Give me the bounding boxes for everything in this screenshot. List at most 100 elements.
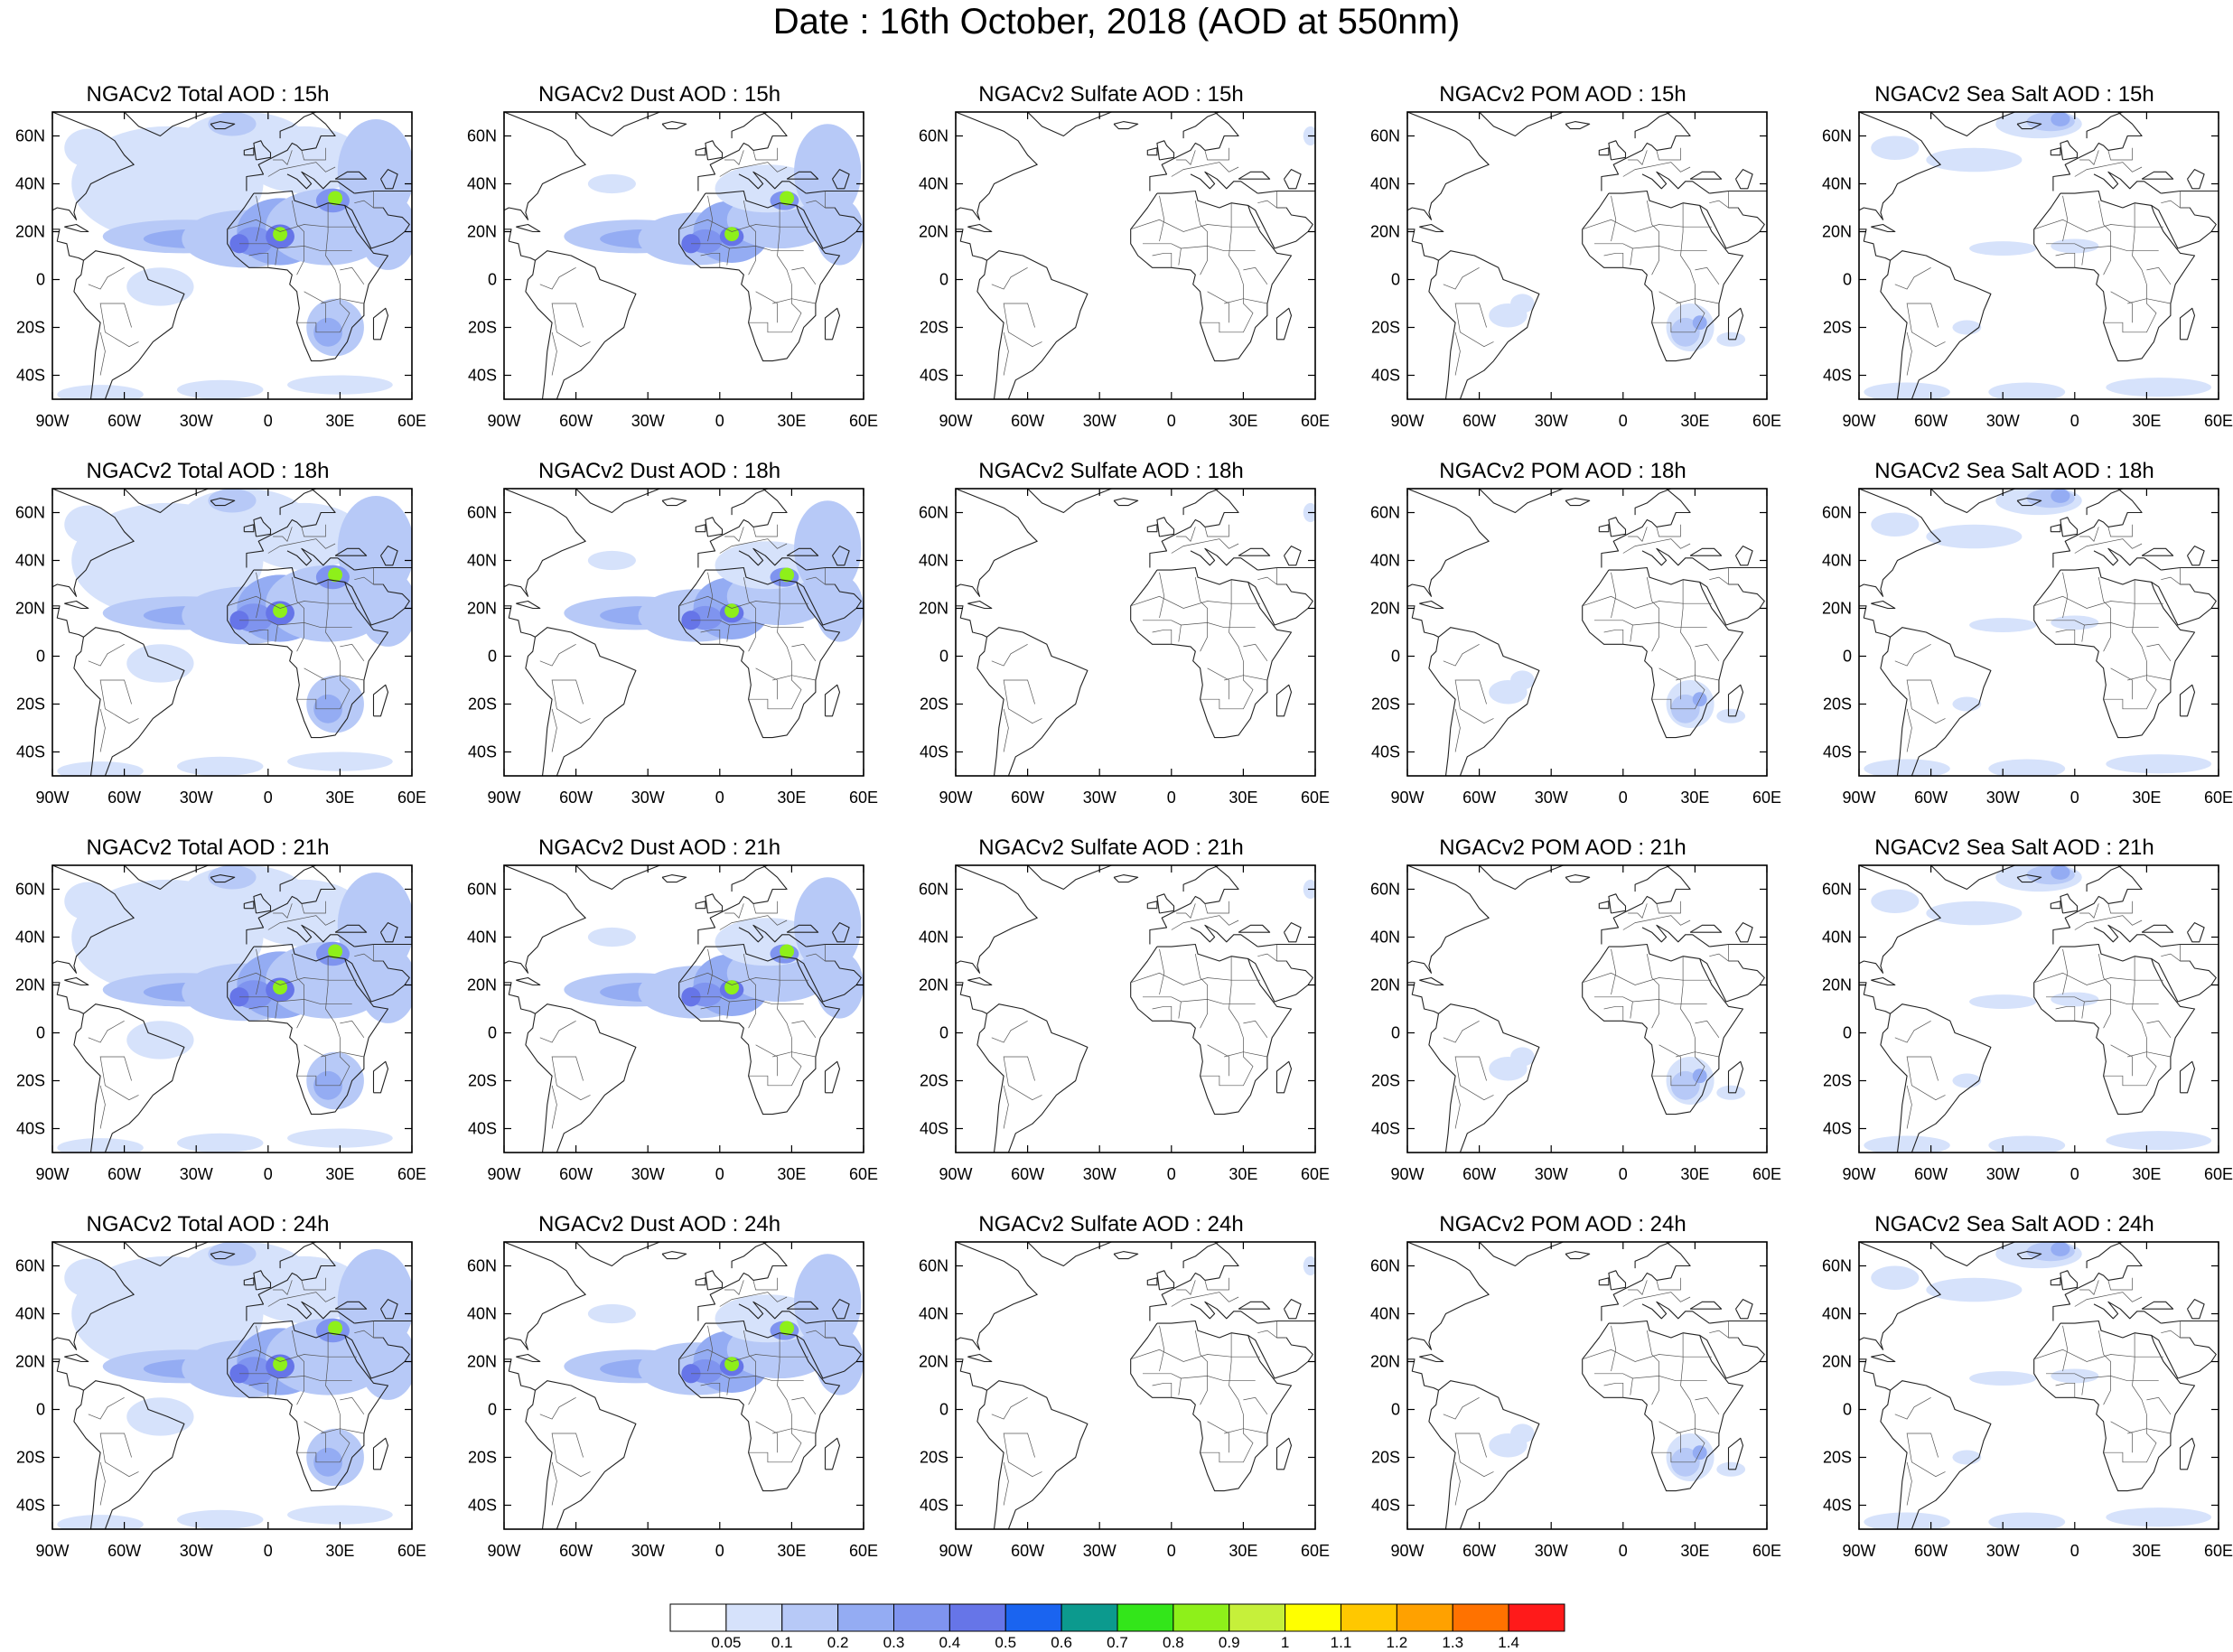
country-border — [551, 1056, 591, 1101]
lon-tick-label: 90W — [1842, 1165, 1875, 1183]
map-frame — [51, 864, 413, 1153]
country-border — [1906, 1056, 1946, 1101]
lon-tick-label: 60W — [559, 412, 593, 430]
lat-tick-label: 20S — [468, 695, 497, 714]
country-border — [1646, 954, 1659, 1029]
coastline — [1275, 1060, 1293, 1094]
lon-tick-label: 90W — [35, 1542, 69, 1560]
map-panel-seasalt-21h: NGACv2 Sea Salt AOD : 21h 60N 40N 20N 0 20S 40… — [1807, 835, 2233, 1196]
panel-title: NGACv2 Dust AOD : 18h — [537, 459, 781, 483]
map-frame — [503, 864, 864, 1153]
lat-tick-label: 60N — [15, 127, 45, 145]
aod-plume — [176, 1133, 264, 1153]
coastline — [354, 566, 412, 571]
lon-tick-label: 30W — [180, 1165, 213, 1183]
country-border — [678, 219, 808, 232]
country-border — [2107, 901, 2133, 914]
coastline — [73, 1380, 185, 1529]
country-border — [1603, 629, 1624, 645]
coastline — [52, 1358, 84, 1391]
coastline — [504, 1358, 536, 1391]
lat-tick-label: 40N — [467, 175, 497, 193]
map-seasalt: 60N 40N 20N 0 20S 40S 90W 60W 30W 0 30E 60E — [1822, 864, 2233, 1183]
coastline — [124, 489, 209, 514]
aod-plume — [57, 1138, 144, 1153]
lon-tick-label: 90W — [35, 789, 69, 807]
coastline — [731, 112, 769, 139]
coastline — [2033, 190, 2196, 362]
lon-tick-label: 60E — [2204, 1165, 2233, 1183]
coastline — [380, 922, 398, 943]
lon-tick-label: 30W — [631, 1542, 665, 1560]
country-border — [1207, 1044, 1229, 1077]
lat-tick-label: 20N — [15, 223, 45, 241]
coastlines — [52, 865, 412, 1153]
aod-plume — [1871, 1265, 1920, 1290]
coastline — [967, 976, 993, 986]
lat-tick-label: 20S — [1371, 1449, 1400, 1467]
country-border — [321, 1428, 364, 1434]
aod-plume — [359, 947, 412, 1023]
aod-plume — [359, 1323, 412, 1400]
coastline — [1859, 112, 1941, 220]
country-border — [551, 708, 557, 752]
aod-plume — [57, 761, 144, 776]
coastline — [832, 169, 850, 190]
colorbar-swatch — [669, 1603, 727, 1632]
map-panel-total-18h: NGACv2 Total AOD : 18h 60N 40N 20N 0 20S 40S 90… — [0, 458, 426, 819]
lat-tick-label: 20N — [467, 976, 497, 994]
country-border — [2127, 298, 2171, 304]
aod-plume — [1926, 524, 2023, 549]
country-border — [1630, 247, 1633, 266]
aod-plume — [176, 756, 264, 776]
country-border — [991, 1396, 1028, 1420]
lon-tick-label: 60W — [559, 789, 593, 807]
country-border — [700, 1005, 721, 1022]
country-border — [99, 679, 139, 724]
country-border — [2079, 150, 2099, 165]
country-border — [1200, 284, 1254, 333]
map-sulfate: 60N 40N 20N 0 20S 40S 90W 60W 30W 0 30E 60E — [919, 111, 1330, 430]
lon-tick-label: 60W — [559, 1542, 593, 1560]
lat-tick-label: 20S — [1823, 1072, 1852, 1090]
aod-plume — [780, 944, 795, 959]
country-border — [1680, 202, 1696, 285]
coastline — [661, 1251, 687, 1260]
lat-tick-label: 0 — [1391, 271, 1400, 289]
country-border — [1159, 1325, 1165, 1372]
country-border — [1894, 1396, 1931, 1420]
country-border — [1257, 200, 1287, 209]
country-border — [743, 577, 756, 652]
coastline — [1930, 1242, 2015, 1267]
country-border — [1152, 1005, 1173, 1022]
country-border — [1695, 643, 1720, 662]
country-border — [806, 1330, 836, 1339]
lon-tick-label: 60W — [107, 1165, 141, 1183]
coastline — [227, 566, 389, 739]
lat-tick-label: 60N — [1370, 127, 1400, 145]
country-border — [1003, 303, 1042, 348]
lon-tick-label: 30E — [777, 412, 806, 430]
country-border — [1454, 1085, 1461, 1129]
country-border — [1243, 643, 1268, 662]
country-border — [1454, 1056, 1494, 1101]
map-sulfate: 60N 40N 20N 0 20S 40S 90W 60W 30W 0 30E 60E — [919, 864, 1330, 1183]
aod-plume — [359, 193, 412, 270]
country-border — [2132, 956, 2147, 1038]
lon-tick-label: 0 — [2070, 412, 2079, 430]
country-border — [1159, 195, 1165, 242]
country-border — [1709, 1330, 1739, 1339]
country-border — [678, 1349, 808, 1362]
lon-tick-label: 90W — [939, 412, 972, 430]
lon-tick-label: 90W — [487, 789, 520, 807]
country-border — [719, 1292, 788, 1307]
country-border — [1695, 266, 1720, 285]
lon-tick-label: 30W — [1535, 789, 1568, 807]
coastline — [2161, 190, 2219, 194]
lon-tick-label: 30E — [777, 1165, 806, 1183]
coastline — [1419, 976, 1444, 986]
coastline — [1689, 924, 1723, 933]
country-border — [726, 624, 730, 642]
map-frame — [1406, 1241, 1768, 1530]
country-border — [2127, 1051, 2171, 1058]
